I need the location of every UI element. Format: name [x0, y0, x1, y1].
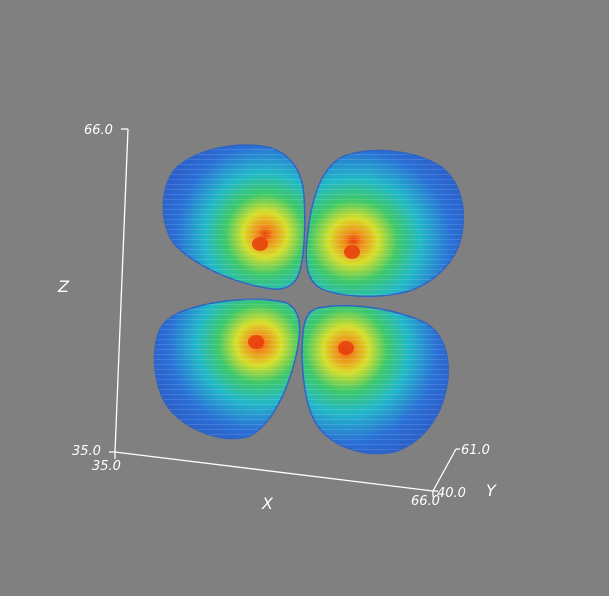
lobe-upper-left: [162, 144, 306, 290]
x-axis-line: [114, 451, 434, 492]
lobe-upper-right: [305, 149, 465, 298]
y-axis-line: [432, 448, 457, 492]
z-axis-line: [114, 128, 129, 453]
z-axis-max-label: 66.0: [84, 123, 113, 138]
axes-frame: [109, 128, 460, 497]
z-axis-min-label: 35.0: [72, 444, 101, 459]
isosurface[interactable]: [153, 144, 465, 455]
x-axis-max-label: 66.0: [411, 494, 440, 509]
y-axis-title: Y: [486, 481, 497, 500]
lobe-lower-left: [153, 298, 301, 440]
z-axis-title: Z: [57, 277, 70, 296]
x-axis-min-label: 35.0: [92, 459, 121, 474]
y-axis-min-label: 40.0: [437, 486, 466, 501]
y-axis-max-label: 61.0: [461, 443, 490, 458]
x-axis-title: X: [261, 494, 274, 513]
lobe-lower-right: [301, 304, 449, 455]
